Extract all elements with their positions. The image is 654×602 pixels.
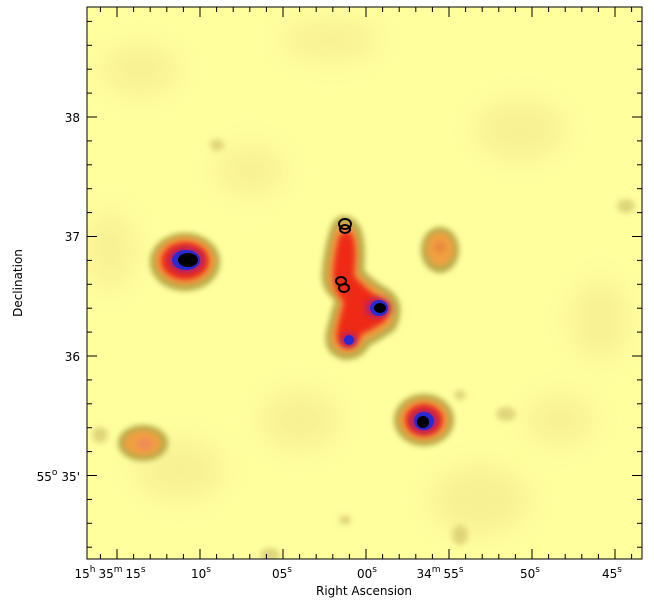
plot-frame [86, 6, 643, 560]
marker-circle [338, 218, 352, 230]
x-axis-title: Right Ascension [316, 584, 412, 598]
y-tick-label: 37 [65, 230, 80, 244]
x-axis-labels: 15h 35m 15s 10s 05s 00s 34m 55s 50s 45s [74, 565, 622, 581]
y-tick-label: 38 [65, 111, 80, 125]
y-axis-title: Declination [11, 249, 25, 317]
source-d [394, 394, 454, 446]
x-tick-label: 45s [602, 565, 622, 581]
x-tick-label: 00s [357, 565, 377, 581]
intensity-map [87, 7, 642, 559]
source-e [118, 425, 168, 461]
x-tick-label: 50s [520, 565, 540, 581]
source-c [421, 227, 459, 273]
y-tick-label: 36 [65, 350, 80, 364]
x-tick-label: 10s [191, 565, 211, 581]
x-tick-label: 15h 35m 15s [74, 565, 145, 581]
x-tick-label: 34m 55s [416, 565, 463, 581]
source-a [150, 233, 220, 291]
x-tick-label: 05s [272, 565, 292, 581]
tick-marks [87, 7, 642, 559]
source-b [321, 215, 401, 360]
y-axis-labels: 38 37 36 55o 35' [37, 111, 80, 484]
marker-circle [338, 283, 350, 293]
y-tick-label: 55o 35' [37, 468, 80, 484]
marker-circle [339, 224, 351, 234]
source-markers [335, 218, 352, 293]
